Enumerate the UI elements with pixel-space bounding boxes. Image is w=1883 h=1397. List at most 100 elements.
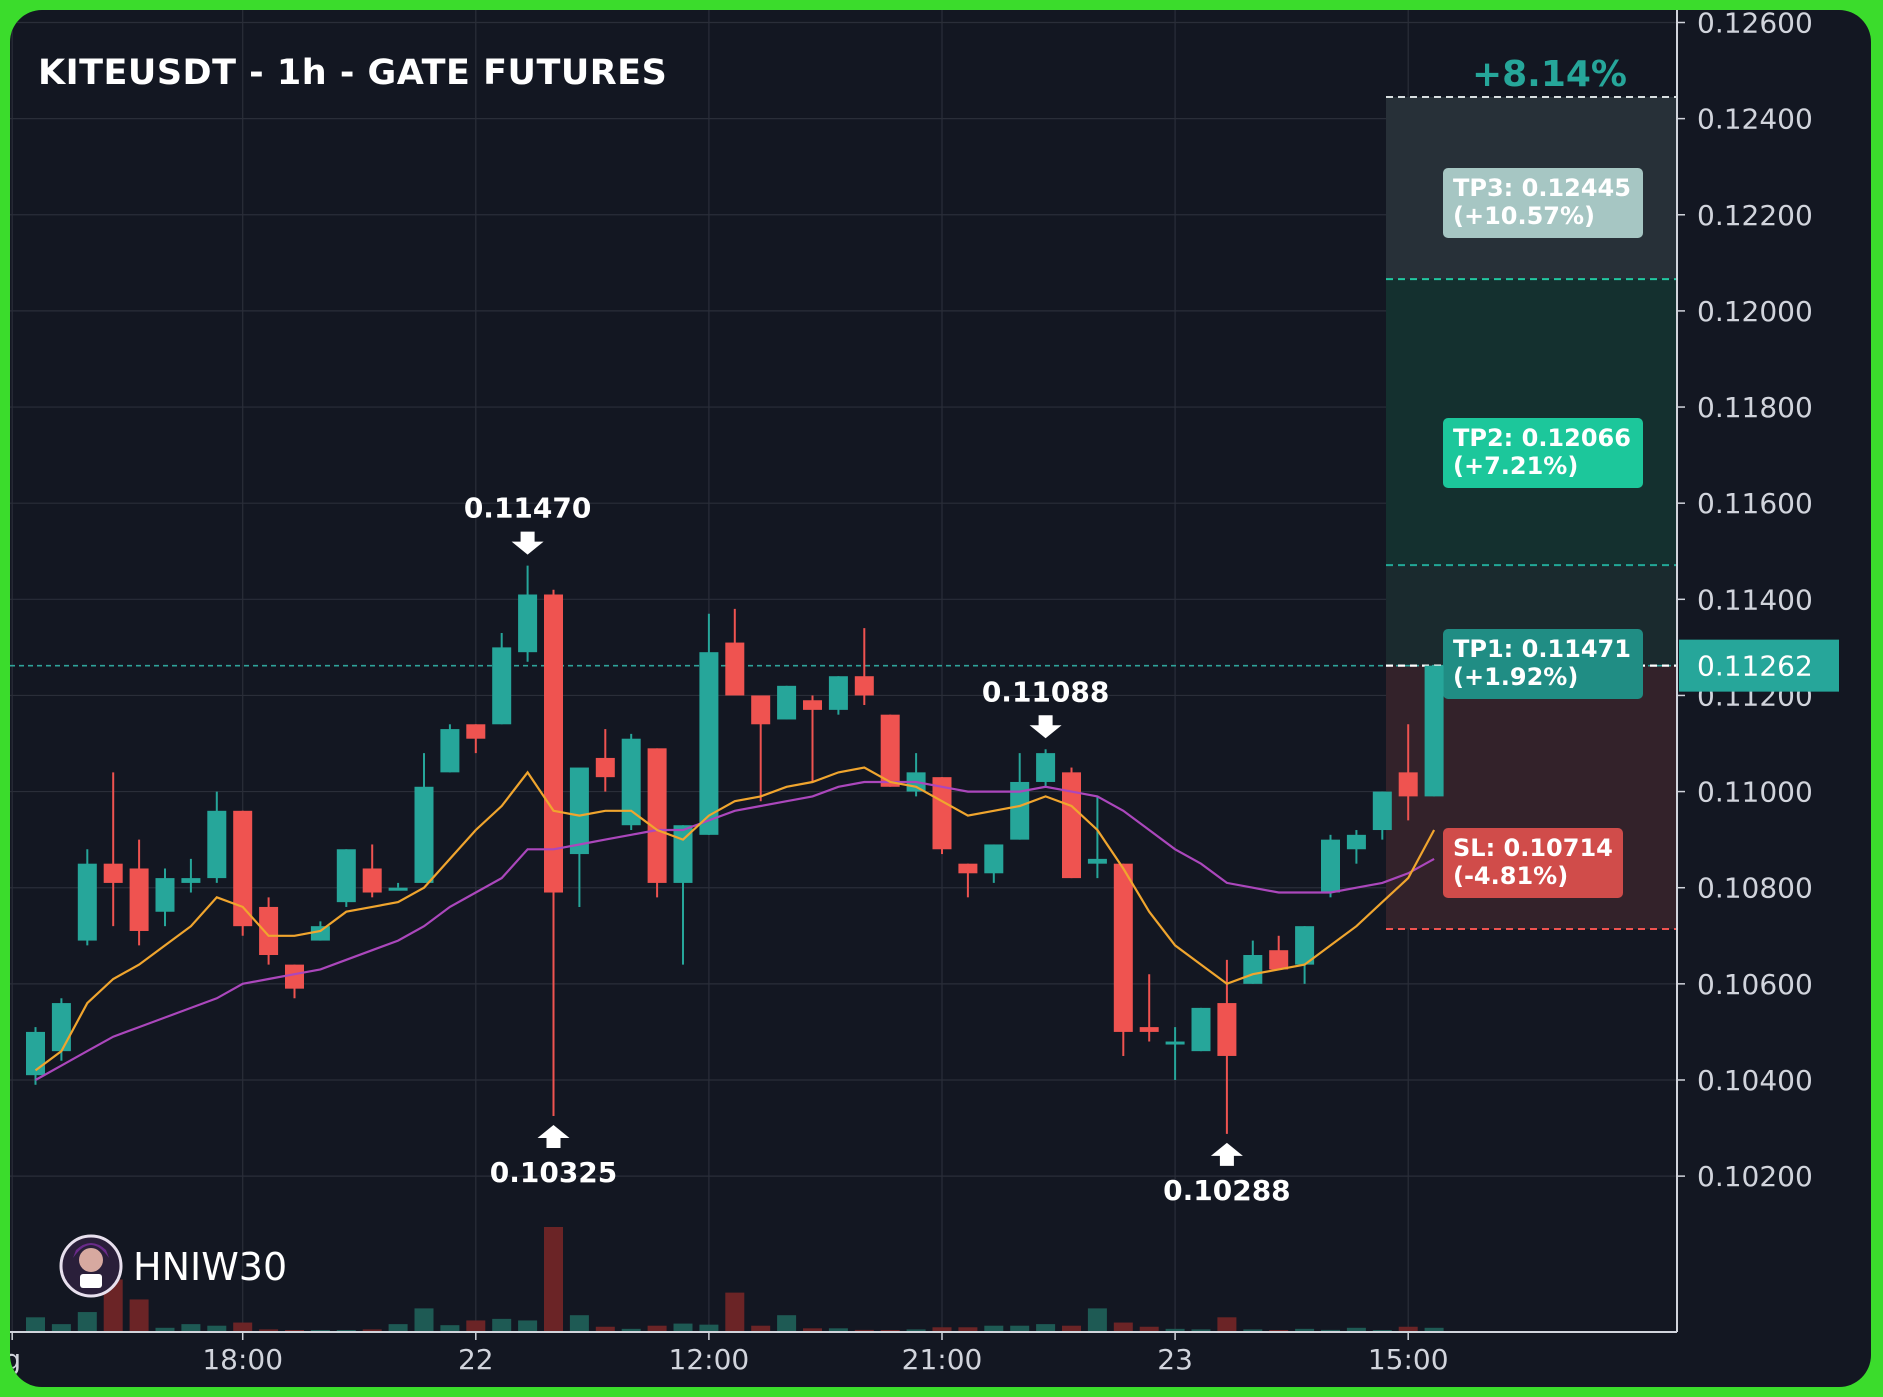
- annotation-label: 0.10325: [490, 1156, 618, 1189]
- price-annotation: 0.11470: [464, 492, 592, 555]
- xtick-label: 23: [1157, 1343, 1193, 1376]
- candle: [440, 724, 460, 773]
- candle: [1269, 935, 1289, 970]
- volume-bar: [1346, 1327, 1366, 1332]
- candle-body: [621, 738, 641, 826]
- chart-canvas[interactable]: TP3: 0.12445(+10.57%) TP2: 0.12066(+7.21%…: [10, 10, 1871, 1387]
- annotation-label: 0.11470: [464, 492, 592, 525]
- candle-body: [803, 700, 822, 710]
- candle-body: [1346, 834, 1366, 850]
- candle: [1036, 749, 1056, 787]
- volume-bar: [1062, 1325, 1081, 1332]
- candle-body: [1398, 772, 1418, 797]
- candle-body: [155, 878, 175, 912]
- volume-bar: [725, 1292, 745, 1332]
- volume-bar: [854, 1329, 874, 1332]
- candle-body: [77, 863, 97, 941]
- candle-body: [336, 849, 356, 903]
- candle: [26, 1027, 45, 1085]
- candle-body: [466, 724, 486, 739]
- last-price-label: 0.11262: [1697, 650, 1813, 683]
- xtick-label: 21:00: [902, 1343, 983, 1376]
- last-price-tag: 0.11262: [1679, 639, 1839, 692]
- candle: [595, 729, 615, 792]
- volume-bar: [647, 1325, 667, 1332]
- tp1-box-label: TP1: 0.11471: [1453, 635, 1631, 663]
- tp2-box-bg: [1443, 418, 1643, 488]
- xtick-label: 15:00: [1368, 1343, 1449, 1376]
- sl-box-label: SL: 0.10714: [1453, 834, 1613, 862]
- annotation-label: 0.11088: [982, 675, 1110, 708]
- sl-box-pct: (-4.81%): [1453, 862, 1568, 890]
- volume-bar: [751, 1325, 771, 1332]
- candle: [285, 964, 304, 999]
- ema-lines: [34, 766, 1436, 1081]
- candle-body: [595, 757, 615, 778]
- ytick-label: 0.12000: [1697, 295, 1813, 328]
- volume-bar: [155, 1327, 175, 1332]
- volume-bar: [984, 1325, 1004, 1332]
- avatar-hair: [73, 1243, 109, 1258]
- candle-body: [51, 1003, 71, 1052]
- candle-body: [1372, 791, 1392, 831]
- tp3-box-bg: [1443, 168, 1643, 238]
- volume-bar: [1113, 1322, 1133, 1332]
- candle-body: [1113, 863, 1133, 1032]
- volume-bar: [1243, 1329, 1263, 1332]
- ytick-label: 0.11800: [1697, 391, 1813, 424]
- candle: [77, 849, 97, 946]
- price-annotation: 0.10288: [1163, 1142, 1291, 1207]
- candle: [828, 676, 848, 715]
- candle-body: [414, 786, 434, 883]
- volume-bar: [1295, 1328, 1315, 1332]
- price-annotation: 0.11088: [982, 675, 1110, 739]
- candle: [777, 685, 797, 720]
- candle: [569, 767, 589, 907]
- candle: [414, 753, 434, 883]
- candle-body: [544, 594, 563, 893]
- ytick-label: 0.12400: [1697, 103, 1813, 136]
- volume-bar: [77, 1312, 97, 1332]
- volume-bar: [673, 1323, 693, 1332]
- candle-body: [1424, 665, 1444, 797]
- candle: [1087, 796, 1107, 879]
- ytick-label: 0.11600: [1697, 487, 1813, 520]
- volume-bar: [1036, 1324, 1056, 1332]
- candle: [1346, 830, 1366, 864]
- tp3-box: TP3: 0.12445(+10.57%): [1443, 168, 1643, 238]
- candle: [259, 897, 279, 965]
- candle-body: [1010, 781, 1030, 840]
- candle-body: [440, 729, 460, 773]
- volume-bar: [595, 1326, 615, 1332]
- candle-body: [129, 868, 149, 931]
- volume-bar: [466, 1320, 486, 1332]
- volume-bar: [1398, 1326, 1418, 1332]
- candle: [854, 628, 874, 706]
- tp3-box-pct: (+10.57%): [1453, 202, 1595, 230]
- volume-bar: [544, 1227, 563, 1332]
- candles: [26, 565, 1444, 1134]
- volume-bar: [1191, 1329, 1211, 1332]
- candle-body: [932, 777, 952, 850]
- candle-body: [1165, 1041, 1185, 1045]
- candle-body: [362, 868, 382, 893]
- price-annotation: 0.10325: [490, 1125, 618, 1189]
- candle: [388, 882, 408, 891]
- candle: [673, 825, 693, 965]
- candle-body: [233, 810, 253, 927]
- avatar-shirt: [80, 1274, 102, 1288]
- arrow-down-icon: [1029, 715, 1062, 739]
- candle-body: [1217, 1003, 1237, 1056]
- candle-body: [518, 594, 538, 653]
- ytick-label: 0.10800: [1697, 872, 1813, 905]
- candle: [518, 565, 538, 662]
- candle-body: [984, 844, 1004, 874]
- candle-body: [181, 878, 201, 883]
- candle-body: [828, 676, 848, 710]
- volume-bar: [414, 1308, 434, 1332]
- candle: [725, 608, 745, 696]
- avatar-face: [79, 1248, 103, 1272]
- candle-body: [285, 964, 304, 989]
- candle: [984, 844, 1004, 883]
- candle-body: [1191, 1007, 1211, 1052]
